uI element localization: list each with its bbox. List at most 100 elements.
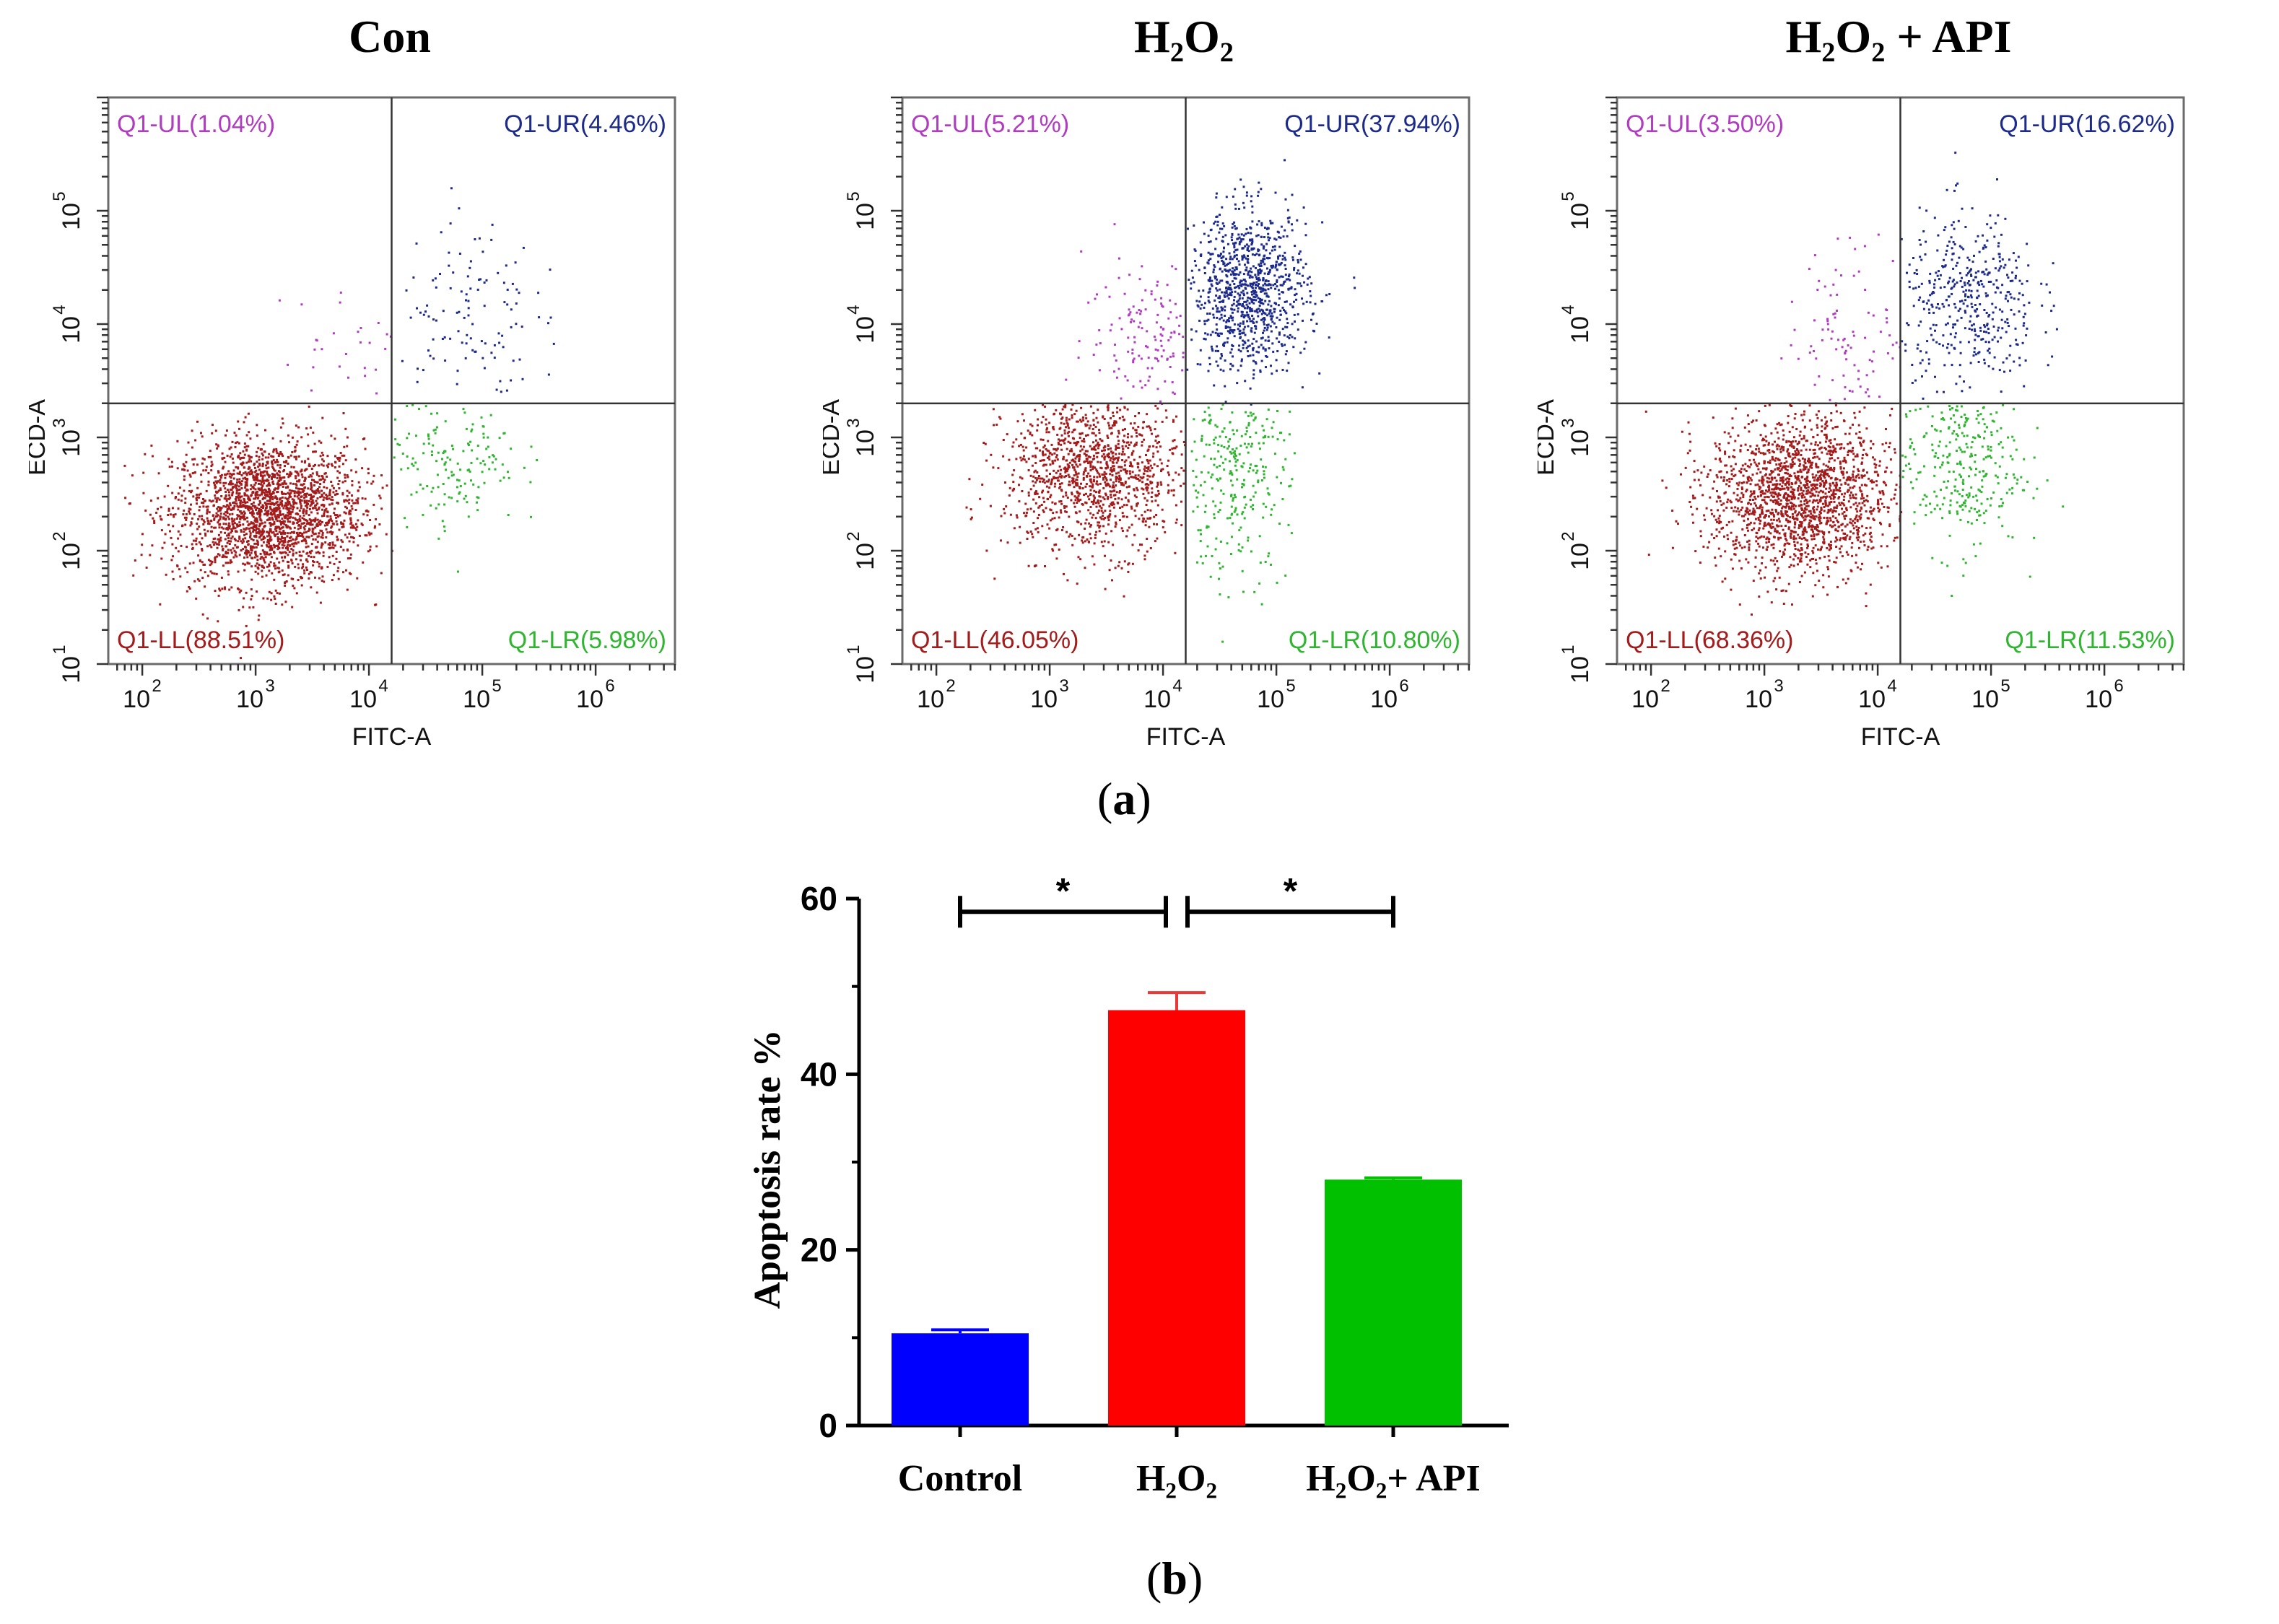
scatter-point bbox=[1141, 386, 1143, 389]
scatter-point bbox=[1157, 359, 1159, 362]
scatter-point bbox=[278, 592, 281, 595]
scatter-point bbox=[281, 496, 284, 499]
scatter-point bbox=[319, 496, 322, 499]
scatter-point bbox=[365, 509, 368, 512]
scatter-point bbox=[1242, 273, 1245, 276]
scatter-point bbox=[1115, 420, 1117, 423]
scatter-point bbox=[233, 538, 236, 541]
scatter-point bbox=[1267, 555, 1270, 558]
scatter-point bbox=[211, 432, 214, 435]
scatter-point bbox=[287, 566, 290, 569]
scatter-point bbox=[1129, 472, 1131, 475]
scatter-point bbox=[360, 523, 363, 525]
scatter-point bbox=[1208, 414, 1211, 416]
scatter-point bbox=[1095, 505, 1098, 508]
scatter-point bbox=[1063, 405, 1066, 408]
scatter-point bbox=[1276, 316, 1278, 319]
scatter-point bbox=[1217, 510, 1220, 513]
scatter-point bbox=[1127, 441, 1130, 444]
scatter-point bbox=[1233, 269, 1236, 271]
scatter-point bbox=[1289, 303, 1292, 306]
scatter-point bbox=[1101, 473, 1104, 476]
scatter-point bbox=[259, 483, 262, 486]
scatter-point bbox=[245, 449, 248, 452]
scatter-point bbox=[1051, 460, 1054, 463]
scatter-point bbox=[234, 543, 237, 546]
scatter-point bbox=[258, 507, 261, 510]
scatter-point bbox=[192, 463, 195, 466]
scatter-point bbox=[483, 305, 486, 307]
scatter-point bbox=[281, 536, 283, 538]
scatter-point bbox=[225, 528, 228, 531]
scatter-point bbox=[334, 493, 336, 496]
scatter-point bbox=[1254, 417, 1257, 420]
scatter-point bbox=[1250, 327, 1253, 330]
scatter-point bbox=[212, 538, 215, 541]
scatter-point bbox=[1224, 401, 1227, 403]
scatter-point bbox=[1104, 588, 1107, 590]
scatter-point bbox=[330, 463, 333, 466]
scatter-point bbox=[1221, 640, 1224, 643]
scatter-point bbox=[1230, 452, 1233, 455]
scatter-point bbox=[1150, 496, 1153, 498]
scatter-point bbox=[271, 480, 274, 483]
scatter-point bbox=[1026, 538, 1029, 540]
scatter-point bbox=[1143, 465, 1146, 468]
scatter-point bbox=[1098, 443, 1101, 446]
scatter-point bbox=[1220, 257, 1223, 259]
scatter-point bbox=[1091, 516, 1094, 519]
scatter-point bbox=[1221, 291, 1223, 294]
scatter-point bbox=[235, 434, 238, 437]
scatter-point bbox=[1162, 526, 1164, 529]
scatter-point bbox=[338, 487, 341, 489]
scatter-point bbox=[1097, 471, 1099, 474]
scatter-point bbox=[1062, 440, 1065, 442]
scatter-point bbox=[1031, 434, 1034, 437]
scatter-point bbox=[1114, 457, 1117, 460]
scatter-point bbox=[1058, 483, 1061, 486]
scatter-point bbox=[1278, 523, 1281, 525]
scatter-point bbox=[276, 513, 279, 516]
scatter-point bbox=[184, 502, 187, 505]
scatter-point bbox=[1089, 466, 1092, 468]
scatter-point bbox=[312, 564, 315, 567]
scatter-point bbox=[232, 473, 235, 476]
scatter-point bbox=[1098, 329, 1101, 332]
scatter-point bbox=[375, 603, 378, 606]
scatter-point bbox=[375, 545, 378, 548]
scatter-point bbox=[287, 485, 289, 488]
scatter-point bbox=[1153, 463, 1156, 466]
scatter-point bbox=[279, 510, 282, 513]
scatter-point bbox=[1199, 295, 1202, 298]
scatter-point bbox=[1097, 499, 1099, 502]
scatter-point bbox=[245, 551, 248, 554]
scatter-point bbox=[1144, 520, 1147, 523]
scatter-point bbox=[1190, 339, 1193, 341]
scatter-point bbox=[1082, 419, 1085, 422]
scatter-point bbox=[1229, 273, 1232, 276]
scatter-point bbox=[1032, 455, 1034, 458]
scatter-point bbox=[380, 572, 383, 575]
scatter-point bbox=[1203, 455, 1206, 458]
scatter-point bbox=[502, 346, 505, 349]
scatter-point bbox=[1209, 333, 1212, 336]
scatter-point bbox=[1032, 522, 1035, 524]
scatter-point bbox=[1281, 466, 1284, 468]
scatter-point bbox=[1112, 486, 1115, 489]
scatter-point bbox=[302, 565, 305, 568]
scatter-point bbox=[358, 486, 361, 489]
scatter-point bbox=[240, 657, 242, 660]
scatter-point bbox=[223, 512, 226, 515]
scatter-point bbox=[1125, 441, 1128, 444]
scatter-point bbox=[1072, 453, 1075, 456]
scatter-point bbox=[1293, 452, 1296, 455]
scatter-point bbox=[1075, 484, 1078, 486]
scatter-point bbox=[1129, 422, 1132, 425]
scatter-point bbox=[215, 499, 218, 502]
scatter-point bbox=[1073, 505, 1076, 508]
scatter-point bbox=[1124, 496, 1127, 499]
scatter-point bbox=[1121, 530, 1124, 532]
scatter-point bbox=[1211, 284, 1213, 287]
scatter-point bbox=[276, 557, 279, 560]
scatter-point bbox=[304, 477, 307, 480]
